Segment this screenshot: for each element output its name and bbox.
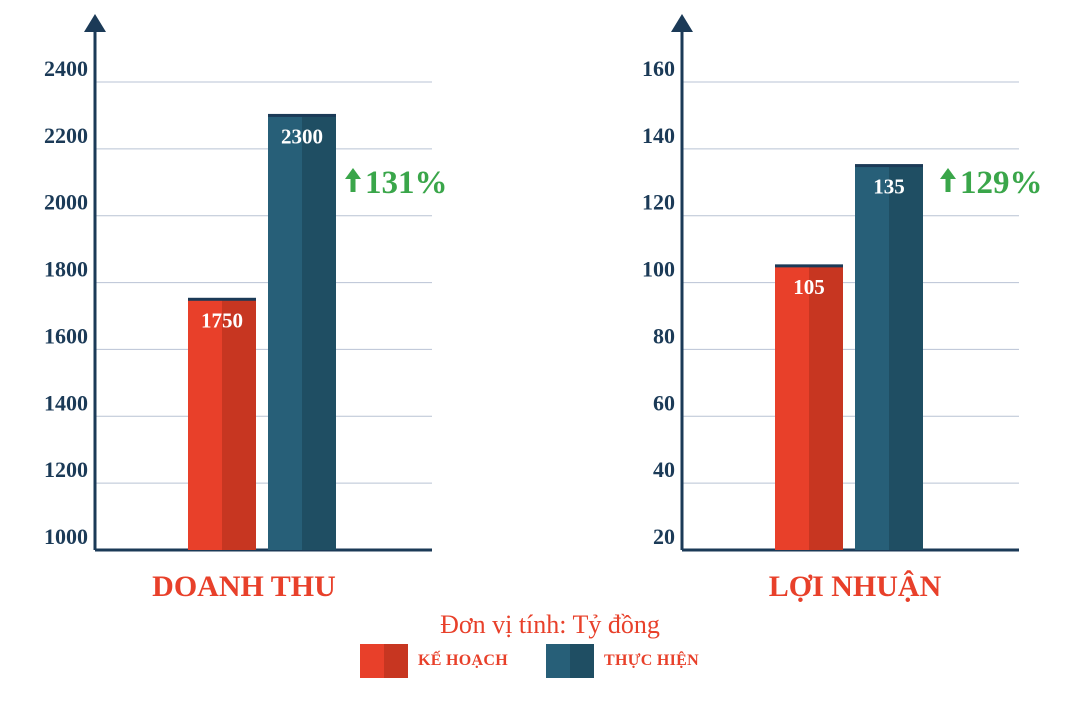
legend-item-actual: THỰC HIỆN — [546, 644, 699, 678]
y-tick-label: 40 — [653, 457, 675, 482]
data-label-revenue-plan: 1750 — [201, 308, 243, 332]
y-tick-label: 60 — [653, 390, 675, 415]
bar-profit-actual-top — [855, 164, 923, 168]
y-tick-label: 1000 — [44, 524, 88, 549]
bar-revenue-plan-shade — [222, 299, 256, 550]
bar-revenue-actual-shade — [302, 115, 336, 550]
legend-swatch-actual — [546, 644, 594, 678]
bar-profit-plan-top — [775, 264, 843, 268]
y-tick-label: 160 — [642, 56, 675, 81]
growth-label-profit: 129% — [960, 165, 1043, 201]
bar-revenue-actual-top — [268, 113, 336, 117]
data-label-profit-plan: 105 — [793, 275, 825, 299]
y-tick-label: 2000 — [44, 190, 88, 215]
legend-item-plan: KẾ HOẠCH — [360, 644, 508, 678]
legend-label-plan: KẾ HOẠCH — [418, 652, 508, 669]
y-tick-label: 120 — [642, 190, 675, 215]
unit-note: Đơn vị tính: Tỷ đồng — [440, 610, 660, 639]
data-label-revenue-actual: 2300 — [281, 124, 323, 148]
y-tick-label: 20 — [653, 524, 675, 549]
bar-profit-actual — [855, 165, 889, 551]
y-tick-label: 140 — [642, 123, 675, 148]
y-tick-label: 80 — [653, 323, 675, 348]
chart-title-revenue: DOANH THU — [152, 570, 336, 603]
y-tick-label: 1600 — [44, 323, 88, 348]
y-axis-arrow — [671, 14, 693, 32]
bar-revenue-plan — [188, 299, 222, 550]
y-tick-label: 1400 — [44, 390, 88, 415]
y-tick-label: 2400 — [44, 56, 88, 81]
legend-swatch-plan — [360, 644, 408, 678]
chart-title-profit: LỢI NHUẬN — [768, 570, 942, 603]
bar-profit-plan-shade — [809, 265, 843, 550]
y-tick-label: 1200 — [44, 457, 88, 482]
bar-revenue-actual — [268, 115, 302, 550]
y-axis-arrow — [84, 14, 106, 32]
legend-label-actual: THỰC HIỆN — [604, 652, 700, 669]
y-tick-label: 1800 — [44, 257, 88, 282]
bar-revenue-plan-top — [188, 297, 256, 301]
growth-arrow-profit — [940, 168, 956, 192]
y-tick-label: 2200 — [44, 123, 88, 148]
bar-profit-plan — [775, 265, 809, 550]
y-tick-label: 100 — [642, 257, 675, 282]
data-label-profit-actual: 135 — [873, 175, 905, 199]
growth-arrow-revenue — [345, 168, 361, 192]
growth-label-revenue: 131% — [365, 165, 448, 201]
bar-profit-actual-shade — [889, 165, 923, 551]
